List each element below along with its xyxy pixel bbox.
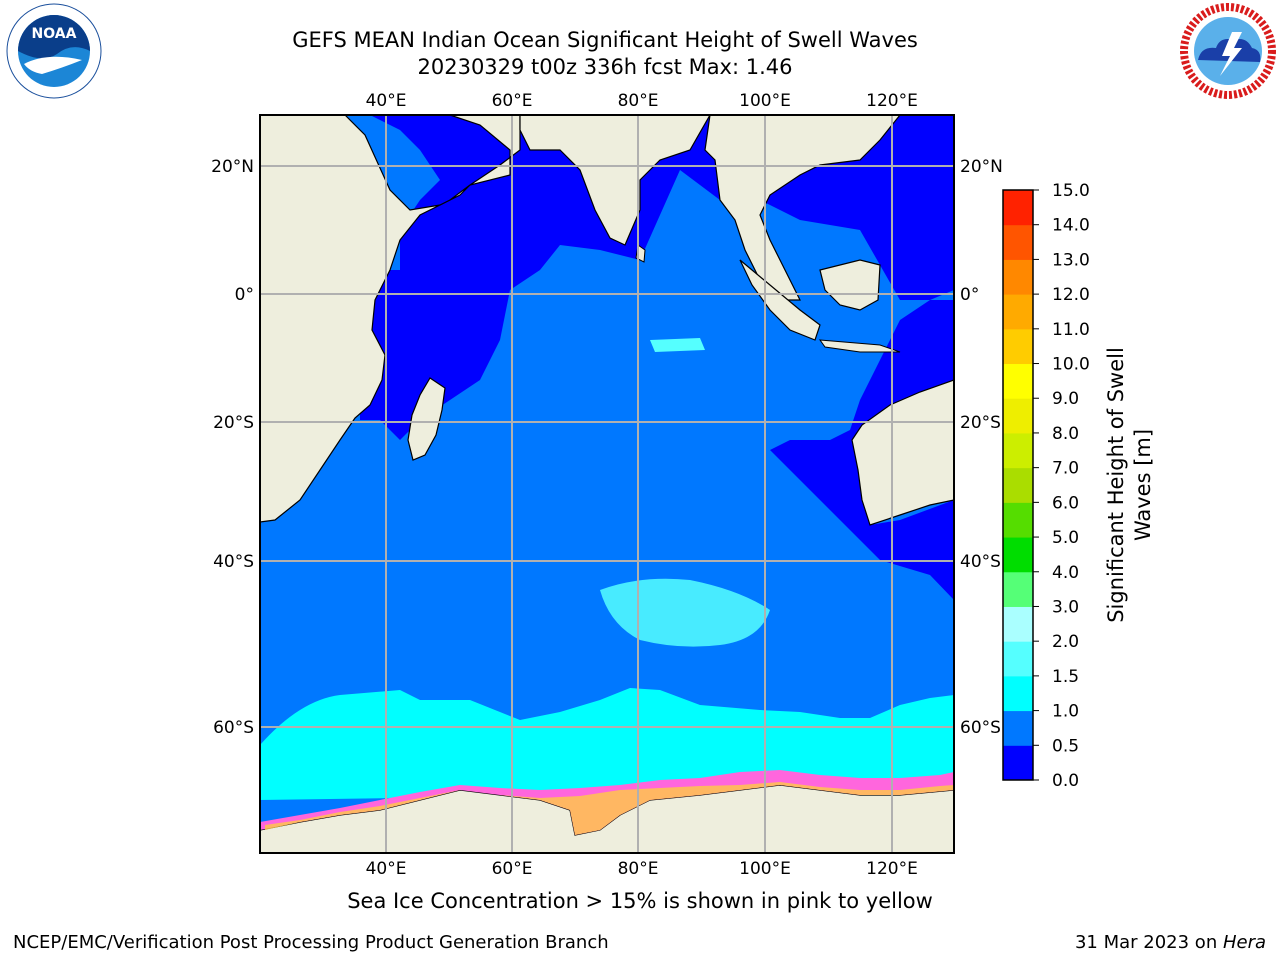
lon-label-top: 80°E (618, 91, 659, 111)
lon-label-bottom: 100°E (739, 859, 791, 879)
colorbar-swatch (1003, 675, 1033, 712)
footer-date-text: 31 Mar 2023 on (1074, 932, 1223, 953)
colorbar-tick-label: 12.0 (1052, 285, 1090, 305)
chart-title: GEFS MEAN Indian Ocean Significant Heigh… (292, 28, 918, 52)
colorbar-swatch (1003, 259, 1033, 295)
lon-label-top: 100°E (739, 91, 791, 111)
sea-ice-yellow (265, 782, 954, 835)
colorbar-tick-label: 7.0 (1052, 459, 1079, 479)
lat-label-left: 0° (235, 285, 254, 305)
lon-label-top: 40°E (366, 91, 407, 111)
land-se-asia (704, 115, 901, 301)
lon-label-bottom: 120°E (866, 859, 918, 879)
colorbar-swatch (1003, 745, 1033, 781)
lon-label-top: 60°E (492, 91, 533, 111)
land-madagascar (407, 377, 446, 461)
footer-date: 31 Mar 2023 on Hera (1075, 932, 1266, 953)
colorbar-swatch (1003, 294, 1033, 330)
deep-blue-north (260, 115, 954, 600)
colorbar-tick-label: 11.0 (1052, 320, 1090, 340)
map-border (259, 114, 955, 854)
colorbar-tick-label: 1.0 (1052, 702, 1079, 722)
colorbar-tick-label: 10.0 (1052, 355, 1090, 375)
lon-label-bottom: 40°E (366, 859, 407, 879)
colorbar-tick-label: 9.0 (1052, 389, 1079, 409)
gridlines (260, 115, 954, 853)
nws-logo (1180, 3, 1276, 99)
lat-label-left: 20°S (213, 413, 254, 433)
lat-label-right: 0° (960, 285, 979, 305)
land-australia (851, 379, 954, 526)
lon-label-bottom: 80°E (618, 859, 659, 879)
noaa-logo-text: NOAA (32, 26, 77, 42)
lat-label-right: 60°S (960, 718, 1001, 738)
colorbar-tick-label: 15.0 (1052, 181, 1090, 201)
lat-label-left: 40°S (213, 552, 254, 572)
colorbar-tick-label: 13.0 (1052, 250, 1090, 270)
colorbar-swatch (1003, 571, 1033, 607)
colorbar-tick-label: 8.0 (1052, 424, 1079, 444)
colorbar-border (1002, 189, 1034, 781)
colorbar-tick-label: 2.0 (1052, 632, 1079, 652)
colorbar: 0.0 0.5 1.0 1.5 2.0 3.0 4.0 5.0 6.0 7.0 8.0 9.0 10.0… (1002, 181, 1090, 791)
colorbar-swatch (1003, 467, 1033, 503)
lon-label-top: 120°E (866, 91, 918, 111)
colorbar-swatch (1003, 641, 1033, 677)
noaa-logo: NOAA (6, 3, 102, 99)
colorbar-tick-label: 3.0 (1052, 597, 1079, 617)
colorbar-tick-label: 4.0 (1052, 563, 1079, 583)
cyan-patch-small (650, 338, 705, 352)
land-india (519, 115, 711, 246)
lat-label-left: 20°N (211, 157, 254, 177)
footer-credit: NCEP/EMC/Verification Post Processing Pr… (13, 932, 609, 953)
colorbar-swatch (1003, 363, 1033, 399)
lon-label-bottom: 60°E (492, 859, 533, 879)
colorbar-swatch (1003, 398, 1033, 434)
colorbar-label-line1: Significant Height of Swell (1104, 347, 1128, 623)
map-area (260, 115, 954, 853)
colorbar-label-line2: Waves [m] (1131, 429, 1155, 541)
colorbar-tick-label: 1.5 (1052, 667, 1079, 687)
chart-subtitle: 20230329 t00z 336h fcst Max: 1.46 (417, 55, 793, 79)
lat-label-right: 20°N (960, 157, 1003, 177)
colorbar-tick-label: 0.5 (1052, 736, 1079, 756)
colorbar-swatch (1003, 502, 1033, 538)
colorbar-swatch (1003, 224, 1033, 260)
colorbar-swatch (1003, 328, 1033, 365)
colorbar-tick-label: 5.0 (1052, 528, 1079, 548)
colorbar-swatch (1003, 190, 1033, 226)
colorbar-tick-label: 6.0 (1052, 493, 1079, 513)
lat-label-right: 20°S (960, 413, 1001, 433)
land-borneo (819, 259, 881, 311)
land-java (818, 339, 901, 353)
sea-ice-caption: Sea Ice Concentration > 15% is shown in … (347, 889, 933, 913)
colorbar-swatch (1003, 710, 1033, 746)
colorbar-swatch (1003, 537, 1033, 573)
lat-label-right: 40°S (960, 552, 1001, 572)
colorbar-swatch (1003, 606, 1033, 642)
lat-label-left: 60°S (213, 718, 254, 738)
colorbar-tick-label: 14.0 (1052, 216, 1090, 236)
footer-host: Hera (1222, 932, 1266, 953)
colorbar-swatch (1003, 432, 1033, 469)
land-africa (260, 115, 521, 523)
colorbar-tick-label: 0.0 (1052, 771, 1079, 791)
cyan-patch-mid (600, 578, 770, 647)
